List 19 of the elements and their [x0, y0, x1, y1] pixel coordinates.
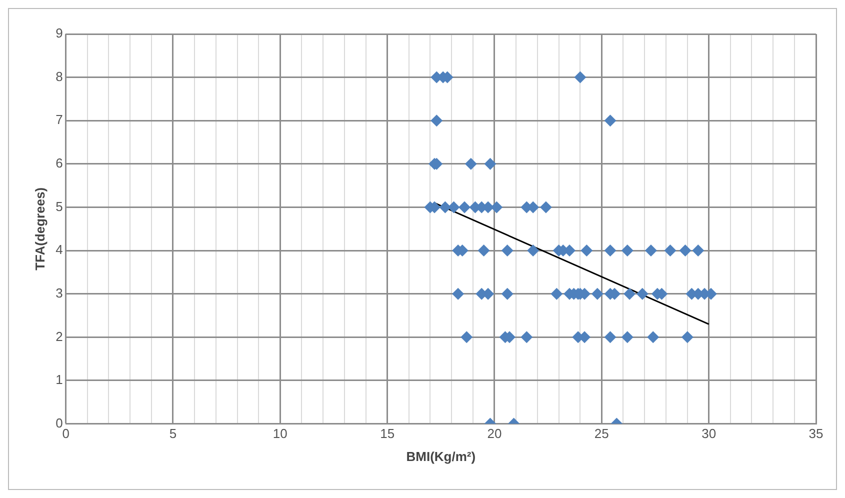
y-tick-label: 9 — [56, 26, 63, 41]
x-tick-label: 20 — [487, 426, 502, 442]
x-tick-label: 35 — [808, 426, 824, 442]
x-axis-title: BMI(Kg/m²) — [406, 448, 476, 464]
y-tick-label: 0 — [56, 415, 63, 430]
y-tick-label: 6 — [56, 156, 63, 171]
x-tick-label: 25 — [594, 426, 609, 442]
y-tick-label: 7 — [56, 112, 63, 128]
x-tick-label: 15 — [380, 426, 395, 442]
y-tick-label: 1 — [56, 372, 63, 388]
x-tick-label: 10 — [272, 426, 288, 442]
y-tick-label: 5 — [56, 198, 63, 214]
x-tick-label: 30 — [702, 426, 716, 442]
y-tick-label: 4 — [56, 242, 63, 258]
y-tick-label: 8 — [56, 68, 63, 84]
y-axis-title: TFA(degrees) — [32, 187, 48, 270]
y-tick-label: 3 — [56, 285, 63, 300]
y-tick-label: 2 — [56, 328, 63, 344]
x-tick-label: 5 — [169, 426, 177, 442]
